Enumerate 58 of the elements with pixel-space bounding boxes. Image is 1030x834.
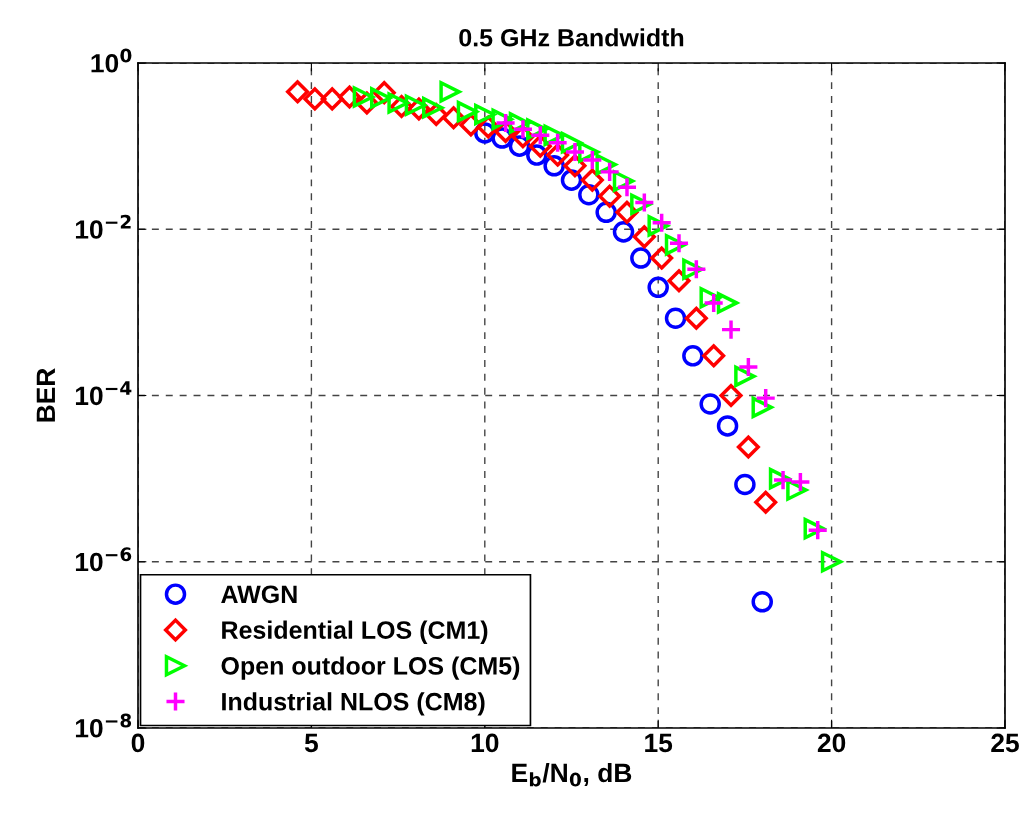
legend-label: Open outdoor LOS (CM5) (221, 656, 520, 680)
y-tick-label: 10$^{−4}$ (75, 381, 132, 406)
x-axis-title: E$_{b}$/N$_{0}$, dB (512, 762, 632, 787)
x-tick-label: 10 (471, 733, 499, 753)
x-tick-label: 0 (131, 733, 145, 753)
legend-label: Residential LOS (CM1) (222, 620, 488, 644)
point (387, 92, 409, 114)
point (716, 415, 739, 437)
chart-title: 0.5 GHz Bandwidth (459, 28, 684, 47)
point (719, 383, 743, 408)
point (720, 318, 742, 341)
y-tick-label: 10$^{−8}$ (75, 713, 132, 738)
point (352, 86, 375, 108)
point (751, 396, 774, 419)
point (650, 246, 674, 270)
point (369, 87, 392, 109)
point (682, 345, 704, 367)
point (422, 96, 444, 119)
y-axis-title: BER (36, 368, 55, 422)
y-tick-label: 10$^{−2}$ (75, 214, 131, 239)
point (734, 365, 756, 388)
point (564, 141, 586, 163)
point (789, 471, 812, 493)
point (702, 344, 726, 368)
point (702, 292, 725, 314)
point (734, 473, 756, 496)
x-tick-label: 25 (991, 733, 1019, 753)
point (684, 306, 708, 330)
point (320, 87, 344, 111)
y-tick-label: 10$^{−6}$ (75, 547, 132, 572)
legend-label: AWGN (221, 585, 297, 604)
point (736, 435, 760, 459)
point (598, 161, 621, 183)
point (474, 103, 496, 126)
x-tick-label: 20 (817, 733, 846, 753)
point (546, 131, 569, 154)
point (616, 176, 638, 199)
point (751, 591, 774, 613)
point (581, 149, 604, 171)
point (737, 356, 760, 378)
point (754, 490, 778, 514)
point (612, 221, 635, 243)
point (647, 276, 669, 299)
x-tick-label: 5 (304, 733, 318, 753)
legend-label: Industrial NLOS (CM8) (222, 692, 485, 716)
point (754, 387, 777, 409)
point (630, 247, 652, 269)
point (285, 80, 310, 104)
point (303, 87, 327, 111)
point (699, 393, 721, 415)
y-tick-label: 10$^{0}$ (91, 48, 132, 73)
point (664, 307, 687, 330)
point (529, 124, 552, 147)
point (512, 118, 534, 140)
point (580, 168, 604, 192)
point (598, 184, 622, 208)
x-tick-label: 15 (645, 733, 673, 753)
point (439, 81, 461, 103)
